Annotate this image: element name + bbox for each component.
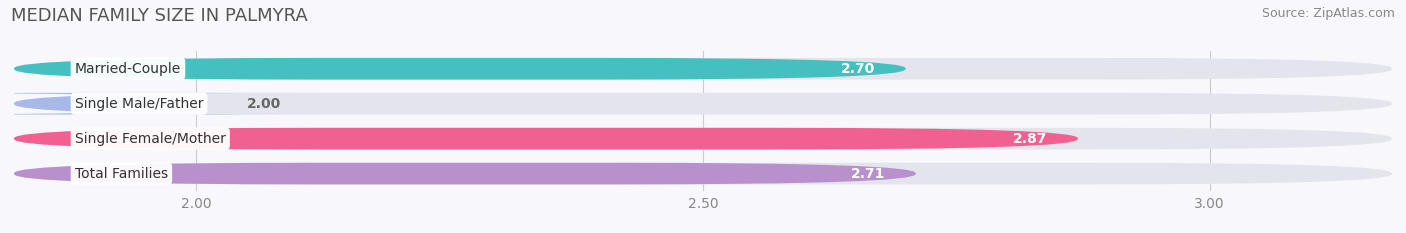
Text: Total Families: Total Families [75, 167, 167, 181]
Text: 2.70: 2.70 [841, 62, 876, 76]
Text: 2.00: 2.00 [247, 97, 281, 111]
Text: MEDIAN FAMILY SIZE IN PALMYRA: MEDIAN FAMILY SIZE IN PALMYRA [11, 7, 308, 25]
Text: 2.71: 2.71 [851, 167, 886, 181]
FancyBboxPatch shape [14, 128, 1078, 150]
Text: Single Female/Mother: Single Female/Mother [75, 132, 226, 146]
FancyBboxPatch shape [14, 163, 915, 185]
FancyBboxPatch shape [0, 93, 315, 115]
FancyBboxPatch shape [14, 93, 1392, 115]
FancyBboxPatch shape [14, 128, 1392, 150]
Text: Married-Couple: Married-Couple [75, 62, 181, 76]
Text: Source: ZipAtlas.com: Source: ZipAtlas.com [1261, 7, 1395, 20]
FancyBboxPatch shape [14, 58, 1392, 80]
Text: 2.87: 2.87 [1014, 132, 1047, 146]
FancyBboxPatch shape [14, 163, 1392, 185]
FancyBboxPatch shape [14, 58, 905, 80]
Text: Single Male/Father: Single Male/Father [75, 97, 204, 111]
